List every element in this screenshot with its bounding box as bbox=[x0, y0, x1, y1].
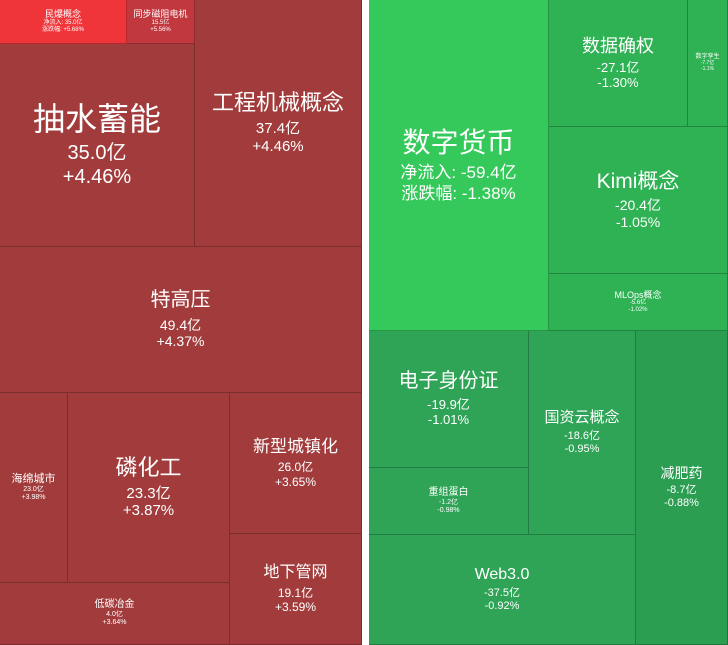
sector-name: 数据确权 bbox=[582, 35, 654, 56]
sector-change: 涨跌幅: -1.38% bbox=[401, 183, 516, 203]
sector-name: 数字货币 bbox=[402, 127, 515, 159]
sector-inflow: 净流入: 35.0亿 bbox=[43, 19, 83, 26]
sector-change: +4.46% bbox=[252, 137, 304, 155]
sector-name: 工程机械概念 bbox=[211, 90, 344, 116]
sector-change: -0.98% bbox=[437, 506, 460, 514]
sector-inflow: -27.1亿 bbox=[596, 59, 640, 75]
sector-tile-linhuagong[interactable]: 磷化工 23.3亿 +3.87% bbox=[68, 393, 230, 583]
sector-change: -1.30% bbox=[597, 75, 639, 91]
sector-name: 地下管网 bbox=[263, 563, 328, 581]
sector-name: Web3.0 bbox=[474, 565, 530, 583]
sector-change: -1.1% bbox=[700, 65, 715, 72]
sector-inflow: -8.7亿 bbox=[666, 483, 697, 496]
sector-name: 国资云概念 bbox=[544, 409, 620, 427]
sector-tile-shuziluansheng[interactable]: 数字孪生 -7.7亿 -1.1% bbox=[688, 0, 728, 127]
sector-inflow: 23.3亿 bbox=[126, 484, 171, 502]
sector-name: 数字孪生 bbox=[695, 53, 720, 60]
sector-change: +3.64% bbox=[102, 619, 127, 627]
sector-change: +3.65% bbox=[274, 474, 317, 489]
sector-tile-jianfeiyao[interactable]: 减肥药 -8.7亿 -0.88% bbox=[636, 331, 728, 645]
sector-change: +4.37% bbox=[156, 333, 205, 350]
sector-tile-tegaoya[interactable]: 特高压 49.4亿 +4.37% bbox=[0, 247, 362, 393]
sector-change: +3.98% bbox=[21, 493, 46, 501]
sector-name: 海绵城市 bbox=[11, 472, 56, 485]
sector-change: +4.46% bbox=[62, 165, 132, 188]
sector-inflow: 37.4亿 bbox=[255, 120, 301, 138]
sector-inflow: 15.5亿 bbox=[151, 19, 170, 26]
sector-change: +5.56% bbox=[150, 26, 171, 33]
sector-tile-kimi[interactable]: Kimi概念 -20.4亿 -1.05% bbox=[549, 127, 728, 274]
sector-change: +3.87% bbox=[122, 502, 175, 520]
sector-name: 特高压 bbox=[150, 289, 211, 312]
sector-change: -1.01% bbox=[427, 412, 470, 428]
sector-name: 重组蛋白 bbox=[428, 486, 469, 498]
sector-name: 新型城镇化 bbox=[253, 437, 338, 457]
sector-name: 低碳冶金 bbox=[94, 599, 135, 611]
sector-tile-mlops[interactable]: MLOps概念 -5.6亿 -1.02% bbox=[549, 274, 728, 331]
sector-tile-chengzhenhua[interactable]: 新型城镇化 26.0亿 +3.65% bbox=[230, 393, 362, 534]
sector-inflow: -1.2亿 bbox=[438, 498, 459, 506]
sector-name: 同步磁阻电机 bbox=[133, 9, 188, 20]
sector-name: 磷化工 bbox=[115, 454, 182, 480]
sector-inflow: -5.6亿 bbox=[629, 300, 647, 307]
sector-change: +3.59% bbox=[274, 599, 317, 614]
sector-inflow: -7.7亿 bbox=[700, 59, 715, 66]
sector-tile-shuzihuobi[interactable]: 数字货币 净流入: -59.4亿 涨跌幅: -1.38% bbox=[369, 0, 549, 331]
sector-inflow: 19.1亿 bbox=[277, 585, 314, 600]
sector-name: 电子身份证 bbox=[398, 370, 499, 393]
sector-name: 减肥药 bbox=[660, 465, 703, 482]
sector-tile-dixiaguanwang[interactable]: 地下管网 19.1亿 +3.59% bbox=[230, 534, 362, 645]
sector-tile-haimian[interactable]: 海绵城市 23.0亿 +3.98% bbox=[0, 393, 68, 583]
sector-inflow: -20.4亿 bbox=[615, 197, 661, 214]
sector-tile-choushui[interactable]: 抽水蓄能 35.0亿 +4.46% bbox=[0, 44, 195, 247]
sector-inflow: -19.9亿 bbox=[427, 396, 470, 412]
sector-tile-shujuquequan[interactable]: 数据确权 -27.1亿 -1.30% bbox=[549, 0, 688, 127]
sector-tile-dianzishenfen[interactable]: 电子身份证 -19.9亿 -1.01% bbox=[369, 331, 529, 468]
gainers-heatmap: 民爆概念 净流入: 35.0亿 涨跌幅: +5.68% 同步磁阻电机 15.5亿… bbox=[0, 0, 362, 645]
sector-change: -0.95% bbox=[564, 442, 600, 455]
sector-inflow: -18.6亿 bbox=[563, 429, 601, 442]
sector-change: -0.92% bbox=[484, 600, 520, 613]
sector-inflow: 26.0亿 bbox=[277, 460, 314, 475]
sector-change: -1.05% bbox=[615, 213, 661, 230]
sector-inflow: -37.5亿 bbox=[483, 587, 521, 600]
sector-inflow: 净流入: -59.4亿 bbox=[400, 163, 517, 183]
sector-tile-guoziyun[interactable]: 国资云概念 -18.6亿 -0.95% bbox=[529, 331, 636, 535]
sector-change: -0.88% bbox=[664, 496, 699, 509]
sector-name: 抽水蓄能 bbox=[32, 100, 161, 137]
sector-change: -1.02% bbox=[628, 307, 648, 314]
sector-tile-web3[interactable]: Web3.0 -37.5亿 -0.92% bbox=[369, 535, 636, 645]
sector-name: Kimi概念 bbox=[596, 169, 680, 193]
sector-change: 涨跌幅: +5.68% bbox=[42, 26, 84, 33]
sector-tile-dita[interactable]: 低碳冶金 4.0亿 +3.64% bbox=[0, 583, 230, 645]
losers-heatmap: 数字货币 净流入: -59.4亿 涨跌幅: -1.38% 数据确权 -27.1亿… bbox=[369, 0, 728, 645]
sector-inflow: 35.0亿 bbox=[67, 142, 127, 165]
sector-inflow: 4.0亿 bbox=[106, 611, 123, 619]
sector-inflow: 23.0亿 bbox=[23, 485, 44, 493]
sector-name: 民爆概念 bbox=[44, 9, 81, 20]
sector-tile-chongzudanbai[interactable]: 重组蛋白 -1.2亿 -0.98% bbox=[369, 468, 529, 535]
sector-tile-tongbu[interactable]: 同步磁阻电机 15.5亿 +5.56% bbox=[127, 0, 195, 44]
sector-name: MLOps概念 bbox=[614, 289, 662, 300]
sector-inflow: 49.4亿 bbox=[159, 316, 202, 333]
sector-tile-gongcheng[interactable]: 工程机械概念 37.4亿 +4.46% bbox=[195, 0, 362, 247]
sector-tile-minbao[interactable]: 民爆概念 净流入: 35.0亿 涨跌幅: +5.68% bbox=[0, 0, 127, 44]
